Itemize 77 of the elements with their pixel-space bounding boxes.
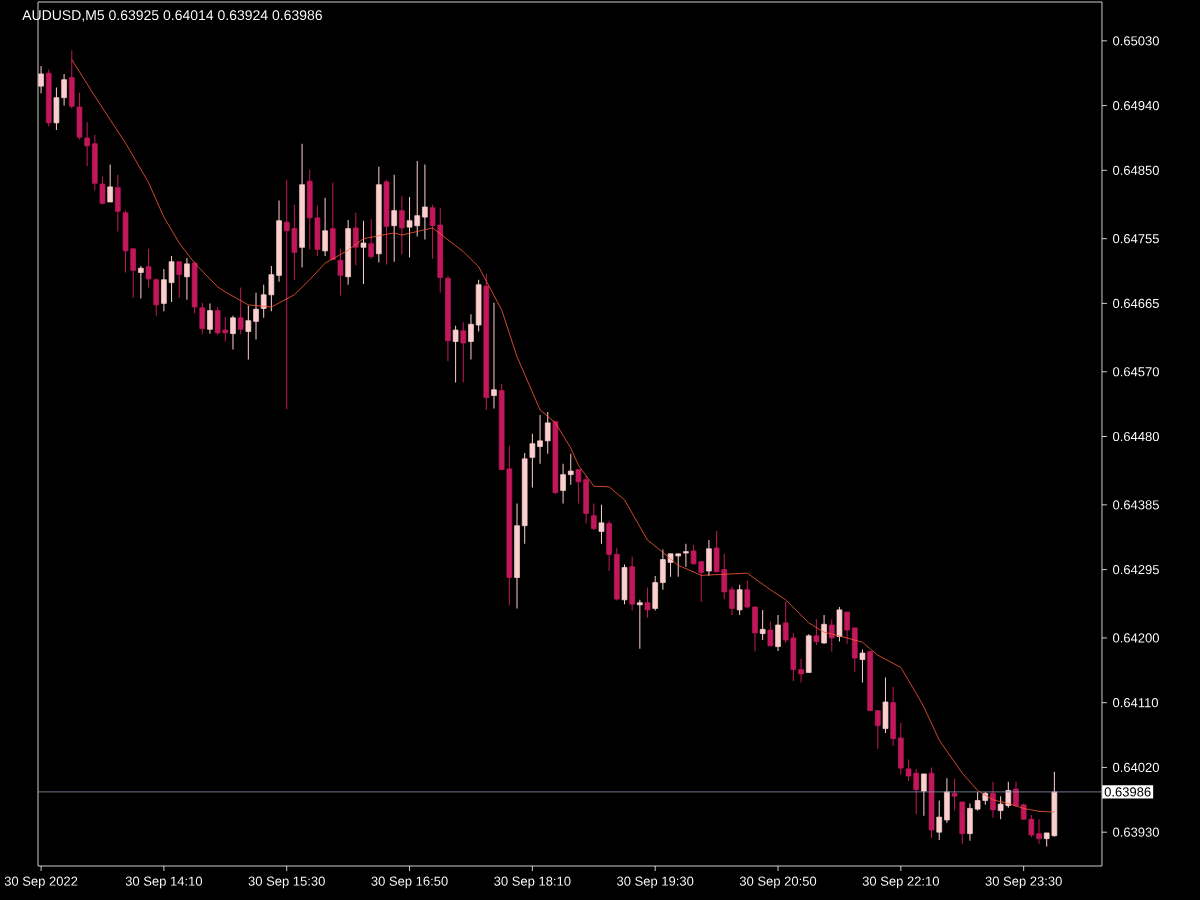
candlestick [859, 648, 866, 684]
candlestick [936, 800, 943, 841]
candlestick [207, 302, 213, 335]
candlestick [491, 302, 497, 409]
x-tick-label: 30 Sep 23:30 [985, 876, 1062, 889]
line-series [71, 59, 1055, 813]
candlestick [337, 248, 344, 297]
x-tick-label: 30 Sep 16:50 [371, 876, 448, 889]
candlestick [598, 504, 605, 545]
candlestick [245, 305, 252, 361]
candlestick [744, 579, 751, 609]
x-tick-label: 30 Sep 18:10 [494, 876, 571, 889]
candlestick [322, 197, 328, 257]
candlestick [683, 543, 689, 568]
candlestick [921, 773, 927, 817]
y-tick-label: 0.64755 [1113, 234, 1159, 244]
y-tick-label: 0.64850 [1113, 165, 1159, 175]
y-tick-label: 0.64665 [1113, 298, 1159, 309]
candlestick [828, 618, 835, 653]
candlestick [637, 599, 643, 650]
candlestick [759, 609, 766, 641]
candlestick [460, 321, 467, 384]
candlestick [875, 710, 881, 750]
x-tick-label: 30 Sep 2022 [4, 876, 78, 889]
candlestick [360, 220, 367, 285]
y-tick-label: 0.64110 [1113, 698, 1159, 708]
candlestick [230, 315, 236, 350]
candlestick [644, 587, 651, 619]
candlestick [537, 414, 543, 465]
candlestick [452, 325, 459, 384]
candlestick [138, 265, 144, 299]
candlestick [567, 453, 574, 486]
candlestick [951, 778, 958, 812]
candlestick [237, 287, 244, 335]
candlestick [560, 463, 566, 504]
candlestick [729, 586, 735, 616]
y-tick-label: 0.63930 [1113, 827, 1159, 837]
candlestick [399, 195, 405, 255]
candlestick [115, 174, 121, 232]
candlestick [38, 65, 44, 94]
candlestick [184, 257, 190, 301]
y-tick-label: 0.64295 [1113, 565, 1159, 575]
chart-title: AUDUSD,M5 0.63925 0.64014 0.63924 0.63986 [22, 10, 322, 22]
ref-line-label: 0.63986 [1104, 787, 1151, 797]
candlestick [468, 313, 474, 361]
candlestick [107, 164, 113, 203]
x-tick-label: 30 Sep 15:30 [248, 876, 325, 889]
candlestick [821, 614, 827, 645]
candlestick [844, 611, 850, 645]
candlestick [353, 212, 359, 266]
candlestick [422, 164, 428, 240]
candlestick [813, 618, 820, 646]
candlestick [176, 261, 183, 299]
candlestick [529, 433, 536, 489]
candlestick [775, 614, 781, 652]
y-tick-label: 0.64020 [1113, 762, 1159, 773]
y-tick-label: 0.64940 [1113, 100, 1159, 111]
candlestick [798, 658, 804, 684]
candlestick [544, 411, 551, 455]
candlestick [706, 539, 712, 577]
candlestick [736, 584, 743, 616]
x-tick-label: 30 Sep 14:10 [125, 876, 203, 889]
candlestick [590, 502, 597, 531]
y-tick-label: 0.64385 [1113, 500, 1159, 510]
candlestick [253, 292, 259, 340]
candlestick [990, 781, 996, 819]
candlestick [391, 174, 397, 263]
y-tick-label: 0.64200 [1113, 633, 1159, 643]
y-tick-label: 0.64480 [1113, 431, 1159, 442]
x-tick-label: 30 Sep 19:30 [617, 876, 694, 889]
x-tick-label: 30 Sep 20:50 [739, 876, 817, 889]
candlestick [368, 218, 374, 260]
x-tick-label: 30 Sep 22:10 [862, 876, 939, 889]
y-tick-label: 0.64570 [1113, 367, 1159, 377]
y-tick-label: 0.65030 [1113, 36, 1159, 46]
candlestick [767, 620, 774, 647]
candlestick [1036, 818, 1042, 845]
